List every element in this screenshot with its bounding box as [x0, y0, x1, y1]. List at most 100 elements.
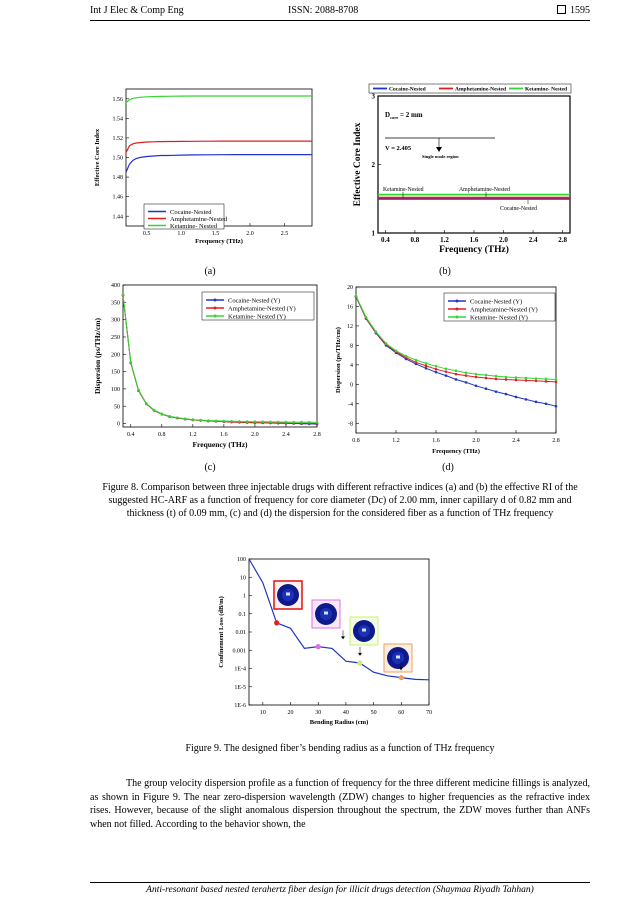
- legend-marker: [455, 299, 459, 303]
- series-point: [315, 421, 319, 424]
- series-point: [484, 376, 488, 380]
- y-tick-label: 0.001: [233, 648, 247, 654]
- x-axis-label: Frequency (THz): [195, 238, 243, 245]
- y-tick-label: 20: [347, 285, 353, 291]
- x-tick-label: 2.4: [512, 438, 520, 444]
- y-axis-label: Effective Core Index: [94, 128, 101, 186]
- x-tick-label: 2.5: [281, 231, 289, 237]
- series-point: [222, 419, 226, 423]
- series-point: [444, 370, 448, 373]
- series-point: [144, 402, 148, 405]
- y-tick-label: 1.56: [113, 97, 124, 103]
- y-tick-label: 150: [111, 370, 120, 376]
- y-axis-label: Confinement Loss (dB/m): [218, 596, 225, 668]
- y-tick-label: 10: [240, 575, 246, 581]
- series-point: [494, 377, 498, 381]
- series-point: [474, 372, 478, 376]
- series-point: [504, 378, 508, 381]
- legend-label: Ketamine- Nested (Y): [470, 314, 528, 321]
- series-point: [300, 420, 303, 424]
- series-point: [524, 379, 528, 382]
- series-point: [464, 374, 468, 377]
- y-tick-label: 1.46: [113, 195, 124, 201]
- series-point: [307, 420, 311, 424]
- x-tick-label: 1.6: [470, 236, 479, 244]
- series-point: [444, 374, 448, 377]
- inset-pointer-head: [358, 652, 362, 656]
- highlight-point: [357, 660, 363, 666]
- legend-label: Amphetamine-Nested: [455, 87, 506, 93]
- subfig-label-c: (c): [204, 462, 216, 473]
- legend-marker: [213, 314, 217, 318]
- series-point: [183, 417, 187, 420]
- series-point: [554, 380, 558, 384]
- figure9-caption: Figure 9. The designed fiber’s bending r…: [185, 743, 495, 754]
- series-point: [152, 408, 156, 412]
- series-point: [554, 404, 558, 408]
- series-point: [544, 402, 548, 406]
- series-point: [554, 378, 558, 381]
- series-point: [176, 416, 179, 419]
- chart-dispersion-c: 0.4 0.8 1.2 1.6 2.0 2.4 2.8 0 50 100 150 200 250 300 3…: [93, 283, 321, 449]
- x-tick-label: 50: [371, 710, 377, 716]
- series-point: [364, 315, 368, 319]
- y-axis-label: Dispersion (ps/THz/cm): [335, 327, 342, 393]
- single-mode-annotation: Single mode region: [422, 154, 459, 159]
- y-tick-label: 8: [350, 344, 353, 350]
- highlight-point: [315, 644, 321, 650]
- legend-box: [368, 83, 572, 94]
- y-tick-label: 1E-6: [234, 703, 246, 709]
- series-line-2: [125, 140, 312, 153]
- y-tick-label: 50: [114, 404, 120, 410]
- series-point: [514, 395, 518, 399]
- series-point: [434, 370, 438, 374]
- series-point: [514, 376, 518, 379]
- x-tick-label: 2.8: [552, 438, 560, 444]
- series-point: [524, 376, 528, 380]
- x-tick-label: 0.4: [127, 432, 135, 438]
- y-tick-label: 1.44: [113, 214, 124, 220]
- x-tick-label: 70: [426, 710, 432, 716]
- series-point: [544, 380, 548, 383]
- y-tick-label: 350: [111, 300, 120, 306]
- highlight-point: [398, 675, 404, 681]
- series-point: [484, 387, 488, 391]
- series-point: [214, 419, 218, 423]
- series-point: [121, 293, 125, 296]
- series-point: [464, 371, 468, 374]
- series-point: [434, 367, 438, 371]
- legend-marker: [455, 315, 459, 319]
- series-point: [534, 400, 538, 404]
- y-tick-label: 12: [347, 324, 353, 330]
- cocaine-annotation: Cocaine-Nested: [500, 206, 537, 212]
- y-tick-label: -8: [348, 421, 353, 427]
- x-axis-label: Frequency (THz): [432, 448, 480, 455]
- series-point: [494, 374, 498, 378]
- series-point: [454, 369, 458, 373]
- legend-label: Cocaine-Nested: [389, 87, 426, 93]
- arrow-head: [436, 147, 442, 152]
- series-point: [514, 378, 518, 382]
- figure8-caption: Figure 8. Comparison between three injec…: [102, 482, 578, 519]
- x-tick-label: 30: [315, 710, 321, 716]
- series-point: [191, 418, 195, 421]
- series-point: [238, 420, 241, 423]
- legend-marker: [213, 306, 217, 310]
- x-axis-label: Frequency (THz): [439, 244, 509, 255]
- series-point: [168, 414, 171, 418]
- x-tick-label: 10: [260, 710, 266, 716]
- inset-pointer-head: [341, 636, 345, 640]
- y-tick-label: 1.48: [113, 175, 124, 181]
- series-point: [129, 360, 133, 364]
- x-tick-label: 1.5: [212, 231, 220, 237]
- series-point: [269, 420, 272, 424]
- x-tick-label: 1.2: [392, 438, 400, 444]
- series-point: [494, 390, 498, 393]
- ketamine-annotation: Ketamine-Nested: [383, 187, 424, 193]
- running-header: Int J Elec & Comp Eng ISSN: 2088-8708 15…: [90, 5, 590, 19]
- legend-label: Amphetamine-Nested: [170, 216, 228, 223]
- y-tick-label: 1E-5: [234, 685, 246, 691]
- x-tick-label: 1.6: [432, 438, 440, 444]
- plot-background: [126, 89, 312, 226]
- highlight-point: [274, 620, 280, 626]
